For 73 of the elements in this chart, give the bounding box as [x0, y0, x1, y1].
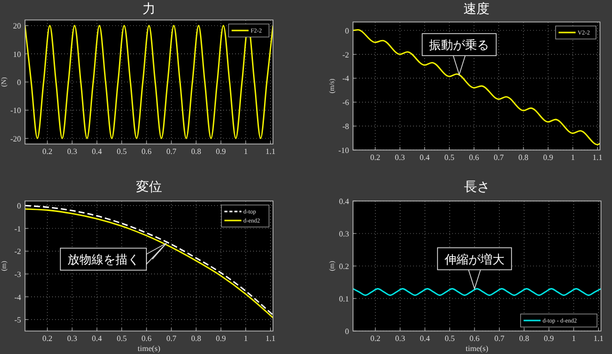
x-tick-label: 0.3	[395, 334, 406, 343]
y-tick-label: 0	[17, 202, 21, 211]
y-tick-label: -6	[342, 98, 349, 108]
y-tick-label: -5	[14, 316, 21, 325]
x-tick-label: 0.8	[191, 147, 202, 156]
x-tick-label: 0.7	[494, 334, 504, 343]
y-tick-label: -10	[338, 146, 349, 155]
y-tick-label: -2	[342, 50, 349, 60]
x-tick-label: 0.6	[469, 153, 480, 162]
x-tick-label: 1	[244, 147, 248, 156]
x-tick-label: 0.4	[420, 153, 430, 162]
y-tick-label: 0.3	[339, 230, 349, 238]
y-tick-label: 0.2	[339, 262, 349, 271]
x-tick-label: 0.8	[191, 334, 202, 343]
x-tick-label: 0.3	[67, 334, 78, 343]
x-tick-label: 1	[572, 334, 576, 343]
y-tick-label: -20	[10, 134, 21, 144]
x-axis-title: time(s)	[466, 344, 489, 353]
y-tick-label: -2	[14, 247, 21, 256]
x-tick-label: 0.6	[142, 147, 152, 156]
x-tick-label: 0.8	[518, 153, 528, 162]
x-tick-label: 0.3	[394, 153, 405, 162]
chart-title: 長さ	[464, 180, 490, 195]
x-tick-label: 0.9	[216, 334, 226, 343]
y-tick-label: -4	[342, 74, 349, 84]
y-tick-label: -4	[14, 292, 21, 302]
y-tick-label: -8	[342, 122, 349, 132]
x-tick-label: 1	[244, 334, 248, 343]
x-tick-label: 0.7	[494, 153, 504, 162]
x-tick-label: 0.7	[166, 334, 176, 343]
x-tick-label: 0.5	[116, 147, 127, 156]
chart-title: 力	[142, 2, 156, 17]
x-tick-label: 0.4	[92, 147, 102, 156]
x-tick-label: 0.4	[420, 334, 430, 343]
y-tick-label: 0	[345, 26, 349, 36]
x-tick-label: 0.4	[92, 334, 102, 343]
x-tick-label: 0.7	[166, 147, 176, 156]
x-tick-label: 0.2	[370, 334, 380, 343]
y-tick-label: 0	[345, 327, 349, 336]
x-tick-label: 0.9	[216, 147, 226, 156]
y-tick-label: -10	[10, 106, 21, 116]
y-tick-label: -1	[14, 224, 21, 234]
x-tick-label: 0.2	[42, 147, 52, 156]
callout: 振動が乗る	[422, 33, 497, 76]
callout: 伸縮が増大	[437, 247, 512, 290]
chart-title: 速度	[464, 1, 490, 17]
x-tick-label: 0.6	[470, 334, 480, 343]
x-tick-label: 0.3	[67, 147, 78, 156]
x-tick-label: 0.2	[370, 153, 380, 162]
y-tick-label: 0.1	[339, 294, 349, 304]
annotation: 伸縮が増大	[444, 252, 505, 266]
y-tick-label: -3	[14, 270, 21, 279]
annotation: 振動が乗る	[429, 38, 490, 52]
x-axis-title: time(s)	[138, 344, 161, 353]
x-tick-label: 0.6	[142, 334, 152, 343]
x-tick-label: 0.5	[444, 334, 455, 343]
annotation: 放物線を描く	[67, 252, 140, 267]
y-tick-label: 0	[17, 78, 21, 87]
x-tick-label: 0.9	[544, 334, 554, 343]
x-tick-label: 1	[570, 153, 575, 162]
x-tick-label: 0.2	[42, 334, 52, 343]
x-tick-label: 0.8	[519, 334, 530, 343]
x-tick-label: 1.1	[266, 334, 276, 343]
x-tick-label: 0.5	[444, 153, 454, 162]
chart-title: 変位	[136, 179, 162, 195]
y-tick-label: 0.4	[339, 197, 349, 206]
y-tick-label: 10	[13, 50, 21, 59]
x-tick-label: 1.1	[592, 153, 603, 162]
x-tick-label: 0.5	[116, 334, 127, 343]
x-tick-label: 0.9	[543, 153, 554, 162]
x-tick-label: 1.1	[594, 334, 604, 343]
y-tick-label: 20	[13, 22, 21, 31]
x-tick-label: 1.1	[266, 147, 276, 156]
